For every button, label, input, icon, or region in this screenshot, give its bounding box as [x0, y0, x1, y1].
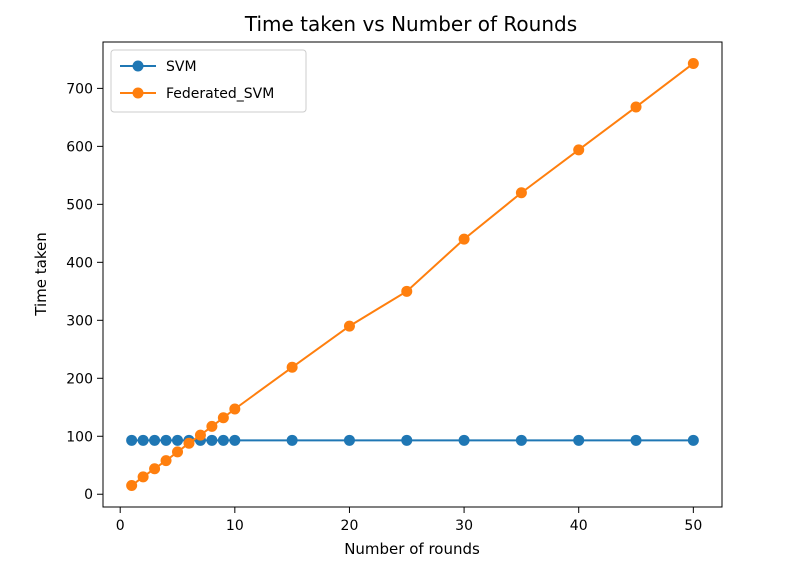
y-tick-label: 200 — [66, 371, 93, 387]
data-point-federated-svm — [573, 144, 585, 156]
data-point-federated-svm — [687, 57, 699, 69]
y-axis-label: Time taken — [32, 232, 50, 316]
y-tick-label: 700 — [66, 81, 93, 97]
data-point-svm — [630, 434, 642, 446]
x-tick-label: 50 — [684, 518, 702, 534]
x-tick-label: 10 — [226, 518, 244, 534]
data-point-svm — [126, 434, 138, 446]
data-point-federated-svm — [217, 412, 229, 424]
data-point-svm — [515, 434, 527, 446]
data-point-federated-svm — [515, 187, 527, 199]
data-point-federated-svm — [149, 463, 161, 475]
data-point-federated-svm — [172, 446, 184, 458]
data-point-federated-svm — [401, 285, 413, 297]
series-federated-svm — [126, 57, 699, 492]
chart-title: Time taken vs Number of Rounds — [244, 12, 577, 36]
y-tick-label: 400 — [66, 255, 93, 271]
data-point-federated-svm — [286, 361, 298, 373]
data-point-svm — [286, 434, 298, 446]
data-point-federated-svm — [229, 403, 241, 415]
data-point-federated-svm — [206, 420, 218, 432]
y-tick-label: 500 — [66, 197, 93, 213]
x-tick-label: 40 — [570, 518, 588, 534]
data-point-svm — [160, 434, 172, 446]
legend-marker-svm — [132, 60, 144, 72]
legend-label-federated-svm: Federated_SVM — [166, 86, 274, 102]
data-point-federated-svm — [183, 437, 195, 449]
data-point-svm — [217, 434, 229, 446]
data-point-svm — [149, 434, 161, 446]
data-point-federated-svm — [126, 480, 138, 492]
legend-entry-svm: SVM — [120, 59, 197, 75]
data-point-svm — [401, 434, 413, 446]
data-point-svm — [137, 434, 149, 446]
x-tick-label: 30 — [455, 518, 473, 534]
data-point-federated-svm — [160, 455, 172, 467]
legend-label-svm: SVM — [166, 59, 197, 75]
data-point-svm — [687, 434, 699, 446]
data-point-federated-svm — [194, 429, 206, 441]
data-point-federated-svm — [137, 471, 149, 483]
y-tick-label: 0 — [84, 487, 93, 503]
data-point-federated-svm — [458, 233, 470, 245]
x-axis: 0 10 20 30 40 50 — [116, 507, 702, 534]
data-point-svm — [206, 434, 218, 446]
data-point-federated-svm — [343, 320, 355, 332]
data-point-svm — [343, 434, 355, 446]
legend-box — [110, 49, 307, 113]
data-point-svm — [458, 434, 470, 446]
series-layer — [126, 57, 699, 492]
y-tick-label: 600 — [66, 139, 93, 155]
x-axis-label: Number of rounds — [344, 540, 480, 558]
y-tick-label: 300 — [66, 313, 93, 329]
legend-marker-federated-svm — [132, 87, 144, 99]
data-point-svm — [573, 434, 585, 446]
legend-entry-federated-svm: Federated_SVM — [120, 86, 274, 102]
x-tick-label: 20 — [341, 518, 359, 534]
y-axis: 0 100 200 300 400 500 600 700 — [66, 81, 103, 503]
data-point-svm — [229, 434, 241, 446]
data-point-svm — [172, 434, 184, 446]
data-point-federated-svm — [630, 101, 642, 113]
y-tick-label: 100 — [66, 429, 93, 445]
legend: SVM Federated_SVM — [110, 49, 307, 113]
x-tick-label: 0 — [116, 518, 125, 534]
